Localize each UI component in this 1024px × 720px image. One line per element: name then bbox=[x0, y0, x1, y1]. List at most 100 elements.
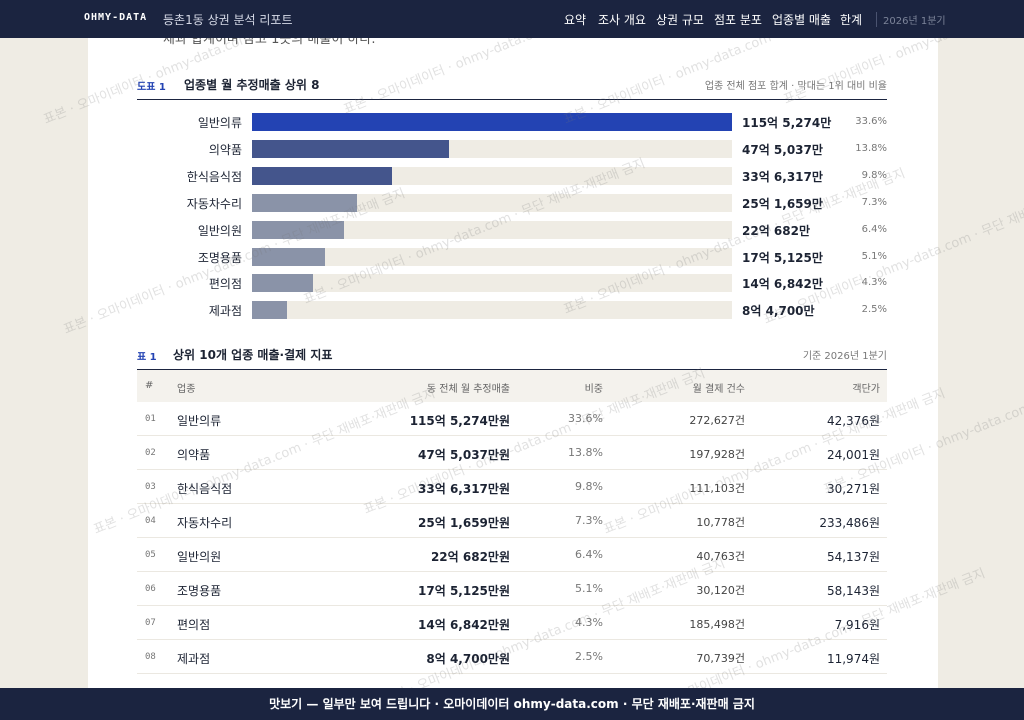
table-cell: 54,137원 bbox=[826, 550, 880, 564]
column-header: # bbox=[145, 380, 154, 391]
column-header: 객단가 bbox=[852, 384, 880, 395]
column-header: 동 전체 월 추정매출 bbox=[426, 384, 510, 395]
table-cell: 5.1% bbox=[575, 582, 603, 595]
bar-share: 13.8% bbox=[855, 142, 887, 154]
brand: OHMY-DATA bbox=[84, 12, 148, 23]
table-cell: 편의점 bbox=[177, 618, 211, 632]
table-cell: 14억 6,842만원 bbox=[418, 618, 510, 632]
nav-link[interactable]: 조사 개요 bbox=[598, 13, 646, 27]
bar-value: 25억 1,659만 bbox=[742, 196, 823, 211]
table-cell: 05 bbox=[145, 550, 156, 560]
bar bbox=[252, 193, 357, 212]
row-divider bbox=[137, 537, 887, 538]
nav-link[interactable]: 점포 분포 bbox=[714, 13, 762, 27]
bar-track bbox=[252, 220, 732, 239]
table-cell: 의약품 bbox=[177, 448, 211, 462]
table-cell: 17억 5,125만원 bbox=[418, 584, 510, 598]
row-divider bbox=[137, 639, 887, 640]
table-cell: 115억 5,274만원 bbox=[409, 414, 510, 428]
table-cell: 2.5% bbox=[575, 650, 603, 663]
bar-share: 33.6% bbox=[855, 116, 887, 127]
row-divider bbox=[137, 503, 887, 504]
table-cell: 자동차수리 bbox=[177, 516, 233, 530]
bar-label: 편의점 bbox=[208, 277, 242, 292]
table-cell: 22억 682만원 bbox=[430, 550, 510, 564]
bar-track bbox=[252, 301, 732, 320]
column-header: 업종 bbox=[177, 384, 196, 395]
table-cell: 33.6% bbox=[568, 412, 603, 425]
table-title: 상위 10개 업종 매출·결제 지표 bbox=[173, 348, 333, 362]
nav-link[interactable]: 한계 bbox=[840, 13, 863, 27]
row-divider bbox=[137, 469, 887, 470]
bar-label: 제과점 bbox=[208, 304, 242, 319]
figure-label: 도표 1 bbox=[137, 82, 166, 93]
bar-share: 6.4% bbox=[861, 223, 887, 235]
rule bbox=[137, 99, 887, 100]
bar-label: 의약품 bbox=[208, 142, 242, 157]
table-cell: 30,120건 bbox=[696, 584, 745, 597]
bar-label: 한식음식점 bbox=[186, 169, 242, 184]
bar bbox=[252, 220, 344, 239]
table-cell: 40,763건 bbox=[696, 550, 745, 563]
bar-value: 17억 5,125만 bbox=[742, 250, 823, 265]
table-cell: 04 bbox=[145, 516, 156, 526]
bar-value: 115억 5,274만 bbox=[742, 116, 832, 130]
bar-share: 9.8% bbox=[861, 169, 887, 181]
bar-label: 일반의류 bbox=[197, 116, 242, 130]
table-cell: 조명용품 bbox=[177, 584, 222, 598]
table-cell: 02 bbox=[145, 448, 156, 458]
bar bbox=[252, 247, 325, 266]
bar bbox=[252, 139, 450, 158]
table-cell: 08 bbox=[145, 652, 156, 662]
table-cell: 10,778건 bbox=[696, 516, 745, 529]
table-cell: 70,739건 bbox=[696, 652, 745, 665]
nav-link[interactable]: 업종별 매출 bbox=[772, 13, 832, 27]
bar-share: 7.3% bbox=[861, 196, 887, 208]
bar-value: 33억 6,317만 bbox=[742, 169, 823, 184]
nav-link[interactable]: 요약 bbox=[564, 13, 587, 27]
table-cell: 일반의원 bbox=[177, 550, 222, 564]
bar-label: 일반의원 bbox=[197, 223, 242, 238]
table-cell: 11,974원 bbox=[826, 652, 880, 666]
header: OHMY-DATA 등촌1동 상권 분석 리포트 요약 조사 개요 상권 규모 점포 분포… bbox=[0, 0, 1024, 38]
table-cell: 197,928건 bbox=[689, 448, 745, 461]
table-cell: 111,103건 bbox=[689, 482, 745, 495]
table-cell: 한식음식점 bbox=[177, 482, 233, 496]
table-cell: 42,376원 bbox=[826, 414, 880, 428]
table-cell: 24,001원 bbox=[826, 448, 880, 462]
column-header: 비중 bbox=[584, 384, 603, 395]
figure-title: 업종별 월 추정매출 상위 8 bbox=[184, 78, 320, 92]
table-head-bg bbox=[137, 369, 887, 402]
column-header: 월 결제 건수 bbox=[692, 384, 745, 395]
table-cell: 4.3% bbox=[575, 616, 603, 629]
table-cell: 30,271원 bbox=[826, 482, 880, 496]
bar-track bbox=[252, 247, 732, 266]
table-note: 기준 2026년 1분기 bbox=[802, 351, 887, 362]
table-cell: 제과점 bbox=[177, 652, 211, 666]
bar bbox=[252, 301, 288, 320]
bar-share: 2.5% bbox=[861, 304, 887, 316]
table-cell: 185,498건 bbox=[689, 618, 745, 631]
nav-link[interactable]: 상권 규모 bbox=[656, 13, 704, 27]
table-cell: 01 bbox=[145, 414, 156, 424]
table-cell: 7.3% bbox=[575, 514, 603, 527]
bar-share: 5.1% bbox=[861, 250, 887, 262]
table-cell: 9.8% bbox=[575, 480, 603, 493]
footer: 맛보기 — 일부만 보여 드립니다 · 오마이데이터 ohmy-data.com… bbox=[0, 688, 1024, 720]
bar bbox=[252, 113, 732, 131]
table-cell: 47억 5,037만원 bbox=[418, 448, 510, 462]
figure-note: 업종 전체 점포 합계 · 막대는 1위 대비 비율 bbox=[704, 81, 887, 92]
bar bbox=[252, 274, 313, 293]
table-cell: 7,916원 bbox=[834, 618, 880, 632]
bar bbox=[252, 166, 392, 185]
table-cell: 일반의류 bbox=[177, 414, 222, 428]
bar-track bbox=[252, 274, 732, 293]
row-divider bbox=[137, 673, 887, 674]
period: 2026년 1분기 bbox=[876, 12, 946, 27]
bar-value: 8억 4,700만 bbox=[742, 304, 815, 319]
row-divider bbox=[137, 571, 887, 572]
table-cell: 8억 4,700만원 bbox=[426, 652, 510, 666]
table-cell: 25억 1,659만원 bbox=[418, 516, 510, 530]
